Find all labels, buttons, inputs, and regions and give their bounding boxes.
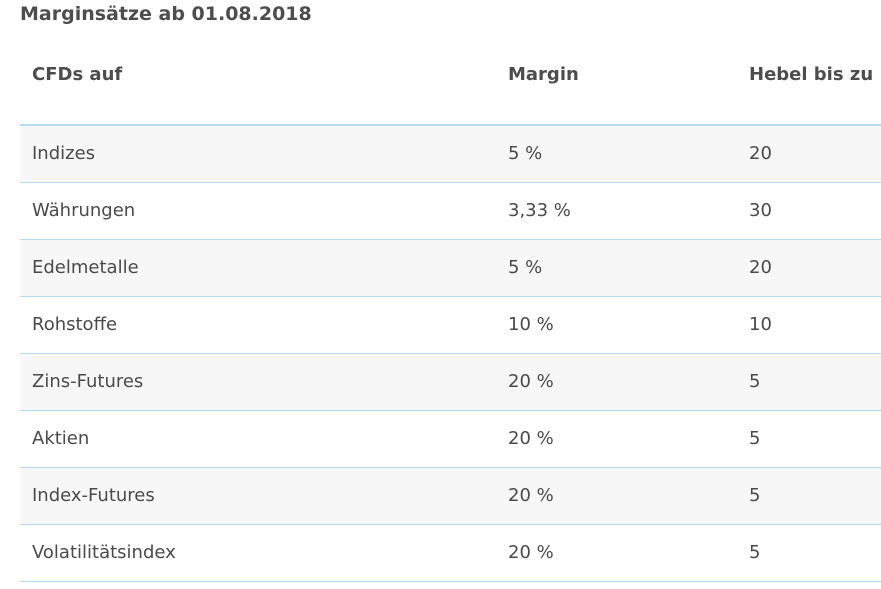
margin-table: CFDs auf Margin Hebel bis zu Indizes 5 %… <box>20 50 881 582</box>
cell-asset: Währungen <box>32 200 136 221</box>
table-row: Aktien 20 % 5 <box>20 411 881 468</box>
page-title: Marginsätze ab 01.08.2018 <box>20 3 312 25</box>
cell-asset: Index-Futures <box>32 485 155 506</box>
cell-asset: Zins-Futures <box>32 371 144 392</box>
cell-margin: 10 % <box>508 314 554 335</box>
cell-margin: 20 % <box>508 542 554 563</box>
cell-asset: Volatilitätsindex <box>32 542 176 563</box>
table-row: Volatilitätsindex 20 % 5 <box>20 525 881 582</box>
cell-asset: Rohstoffe <box>32 314 118 335</box>
cell-asset: Indizes <box>32 143 96 164</box>
table-row: Währungen 3,33 % 30 <box>20 183 881 240</box>
table-row: Zins-Futures 20 % 5 <box>20 354 881 411</box>
cell-margin: 5 % <box>508 257 543 278</box>
cell-margin: 3,33 % <box>508 200 571 221</box>
cell-leverage: 20 <box>749 257 772 278</box>
table-header-row: CFDs auf Margin Hebel bis zu <box>20 50 881 126</box>
header-margin: Margin <box>508 64 579 85</box>
table-row: Rohstoffe 10 % 10 <box>20 297 881 354</box>
cell-asset: Edelmetalle <box>32 257 139 278</box>
cell-leverage: 20 <box>749 143 772 164</box>
cell-leverage: 30 <box>749 200 772 221</box>
cell-margin: 20 % <box>508 428 554 449</box>
cell-leverage: 10 <box>749 314 772 335</box>
cell-margin: 20 % <box>508 371 554 392</box>
cell-leverage: 5 <box>749 542 761 563</box>
table-row: Indizes 5 % 20 <box>20 126 881 183</box>
cell-leverage: 5 <box>749 428 761 449</box>
header-cfds-auf: CFDs auf <box>32 64 123 85</box>
cell-leverage: 5 <box>749 485 761 506</box>
header-hebel: Hebel bis zu <box>749 64 874 85</box>
cell-leverage: 5 <box>749 371 761 392</box>
cell-margin: 5 % <box>508 143 543 164</box>
table-row: Index-Futures 20 % 5 <box>20 468 881 525</box>
cell-asset: Aktien <box>32 428 90 449</box>
cell-margin: 20 % <box>508 485 554 506</box>
table-row: Edelmetalle 5 % 20 <box>20 240 881 297</box>
